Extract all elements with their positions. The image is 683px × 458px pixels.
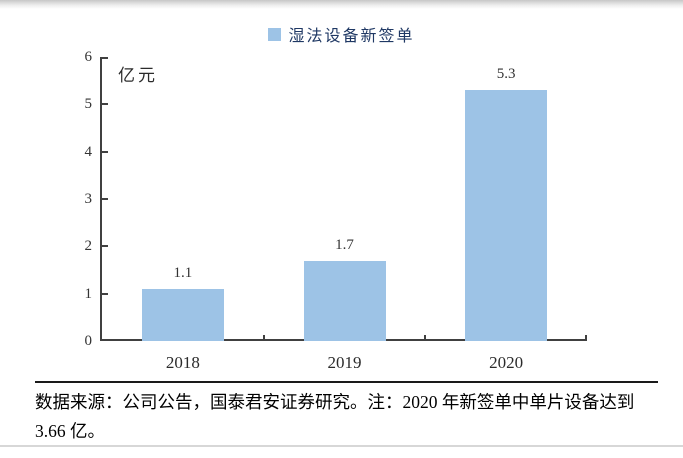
bar (465, 90, 548, 341)
y-tick-mark (102, 57, 108, 59)
y-tick-mark (102, 245, 108, 248)
y-tick-label: 1 (84, 285, 93, 302)
bottom-border-line (0, 445, 683, 447)
bar (141, 288, 224, 341)
footer-divider (35, 381, 658, 383)
bar-value-label: 5.3 (496, 66, 516, 83)
plot-area: 亿元 0 1 2 3 4 5 6 1.1 2018 1.7 2019 5.3 2020 (85, 49, 587, 372)
top-shadow-band (0, 0, 683, 9)
legend-marker-icon (268, 27, 282, 41)
y-tick-label: 2 (84, 238, 93, 255)
y-tick-mark (102, 150, 108, 153)
x-axis-category-label: 2020 (489, 353, 524, 372)
bar-value-label: 1.1 (173, 264, 193, 281)
y-tick-mark (102, 103, 108, 106)
y-tick-mark (102, 292, 108, 295)
x-axis-category-label: 2019 (327, 353, 362, 372)
bar (303, 260, 386, 341)
x-axis-category-label: 2018 (165, 353, 200, 372)
y-axis-unit-label: 亿元 (118, 66, 158, 85)
source-note: 数据来源：公司公告，国泰君安证券研究。注：2020 年新签单中单片设备达到 3.… (35, 392, 635, 441)
y-tick-mark (102, 198, 108, 200)
y-tick-label: 3 (84, 191, 93, 207)
legend: 湿法设备新签单 (0, 22, 683, 46)
x-tick-mark (262, 335, 265, 341)
legend-label: 湿法设备新签单 (288, 28, 415, 45)
y-tick-label: 5 (84, 96, 93, 113)
y-tick-label: 0 (84, 333, 93, 349)
x-tick-mark (585, 335, 587, 341)
y-tick-label: 6 (84, 49, 93, 65)
bar-value-label: 1.7 (335, 236, 354, 253)
x-tick-mark (424, 335, 427, 341)
y-tick-label: 4 (84, 143, 93, 160)
